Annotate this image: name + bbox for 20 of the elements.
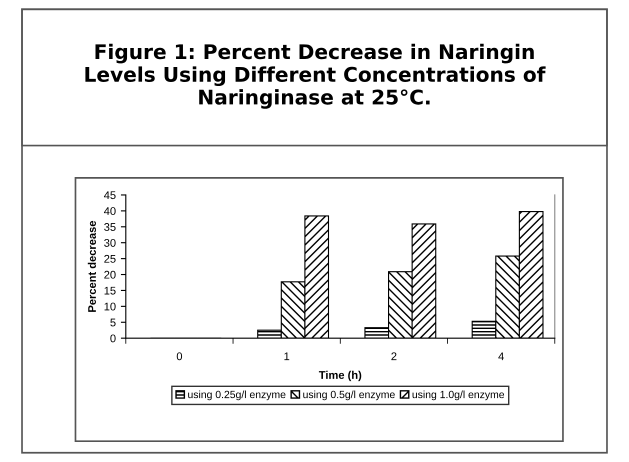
y-tick-label: 35 (104, 223, 116, 231)
legend-label: using 1.0g/l enzyme (412, 390, 504, 400)
y-tick-label: 40 (104, 207, 116, 216)
y-tick-label: 20 (104, 270, 116, 279)
x-tick-label: 0 (176, 352, 182, 360)
y-tick-label: 15 (104, 286, 116, 295)
x-tick-label: 1 (284, 352, 290, 360)
y-axis-title: Percent decrease (88, 220, 96, 312)
chart-title: Figure 1: Percent Decrease in Naringin Levels Using Different Concentrations of Naringinase at 25°C. (85, 44, 546, 109)
y-tick-label: 0 (110, 334, 116, 342)
y-tick-label: 5 (110, 318, 116, 326)
y-tick-label: 30 (104, 238, 116, 247)
x-axis-title: Time (h) (318, 370, 362, 382)
y-tick-label: 45 (104, 191, 116, 200)
x-tick-label: 4 (498, 352, 504, 360)
y-tick-label: 10 (104, 302, 116, 310)
legend-label: using 0.5g/l enzyme (303, 390, 395, 400)
legend-label: using 0.25g/l enzyme (188, 390, 286, 400)
x-tick-label: 2 (391, 352, 396, 360)
y-tick-label: 25 (104, 254, 116, 263)
